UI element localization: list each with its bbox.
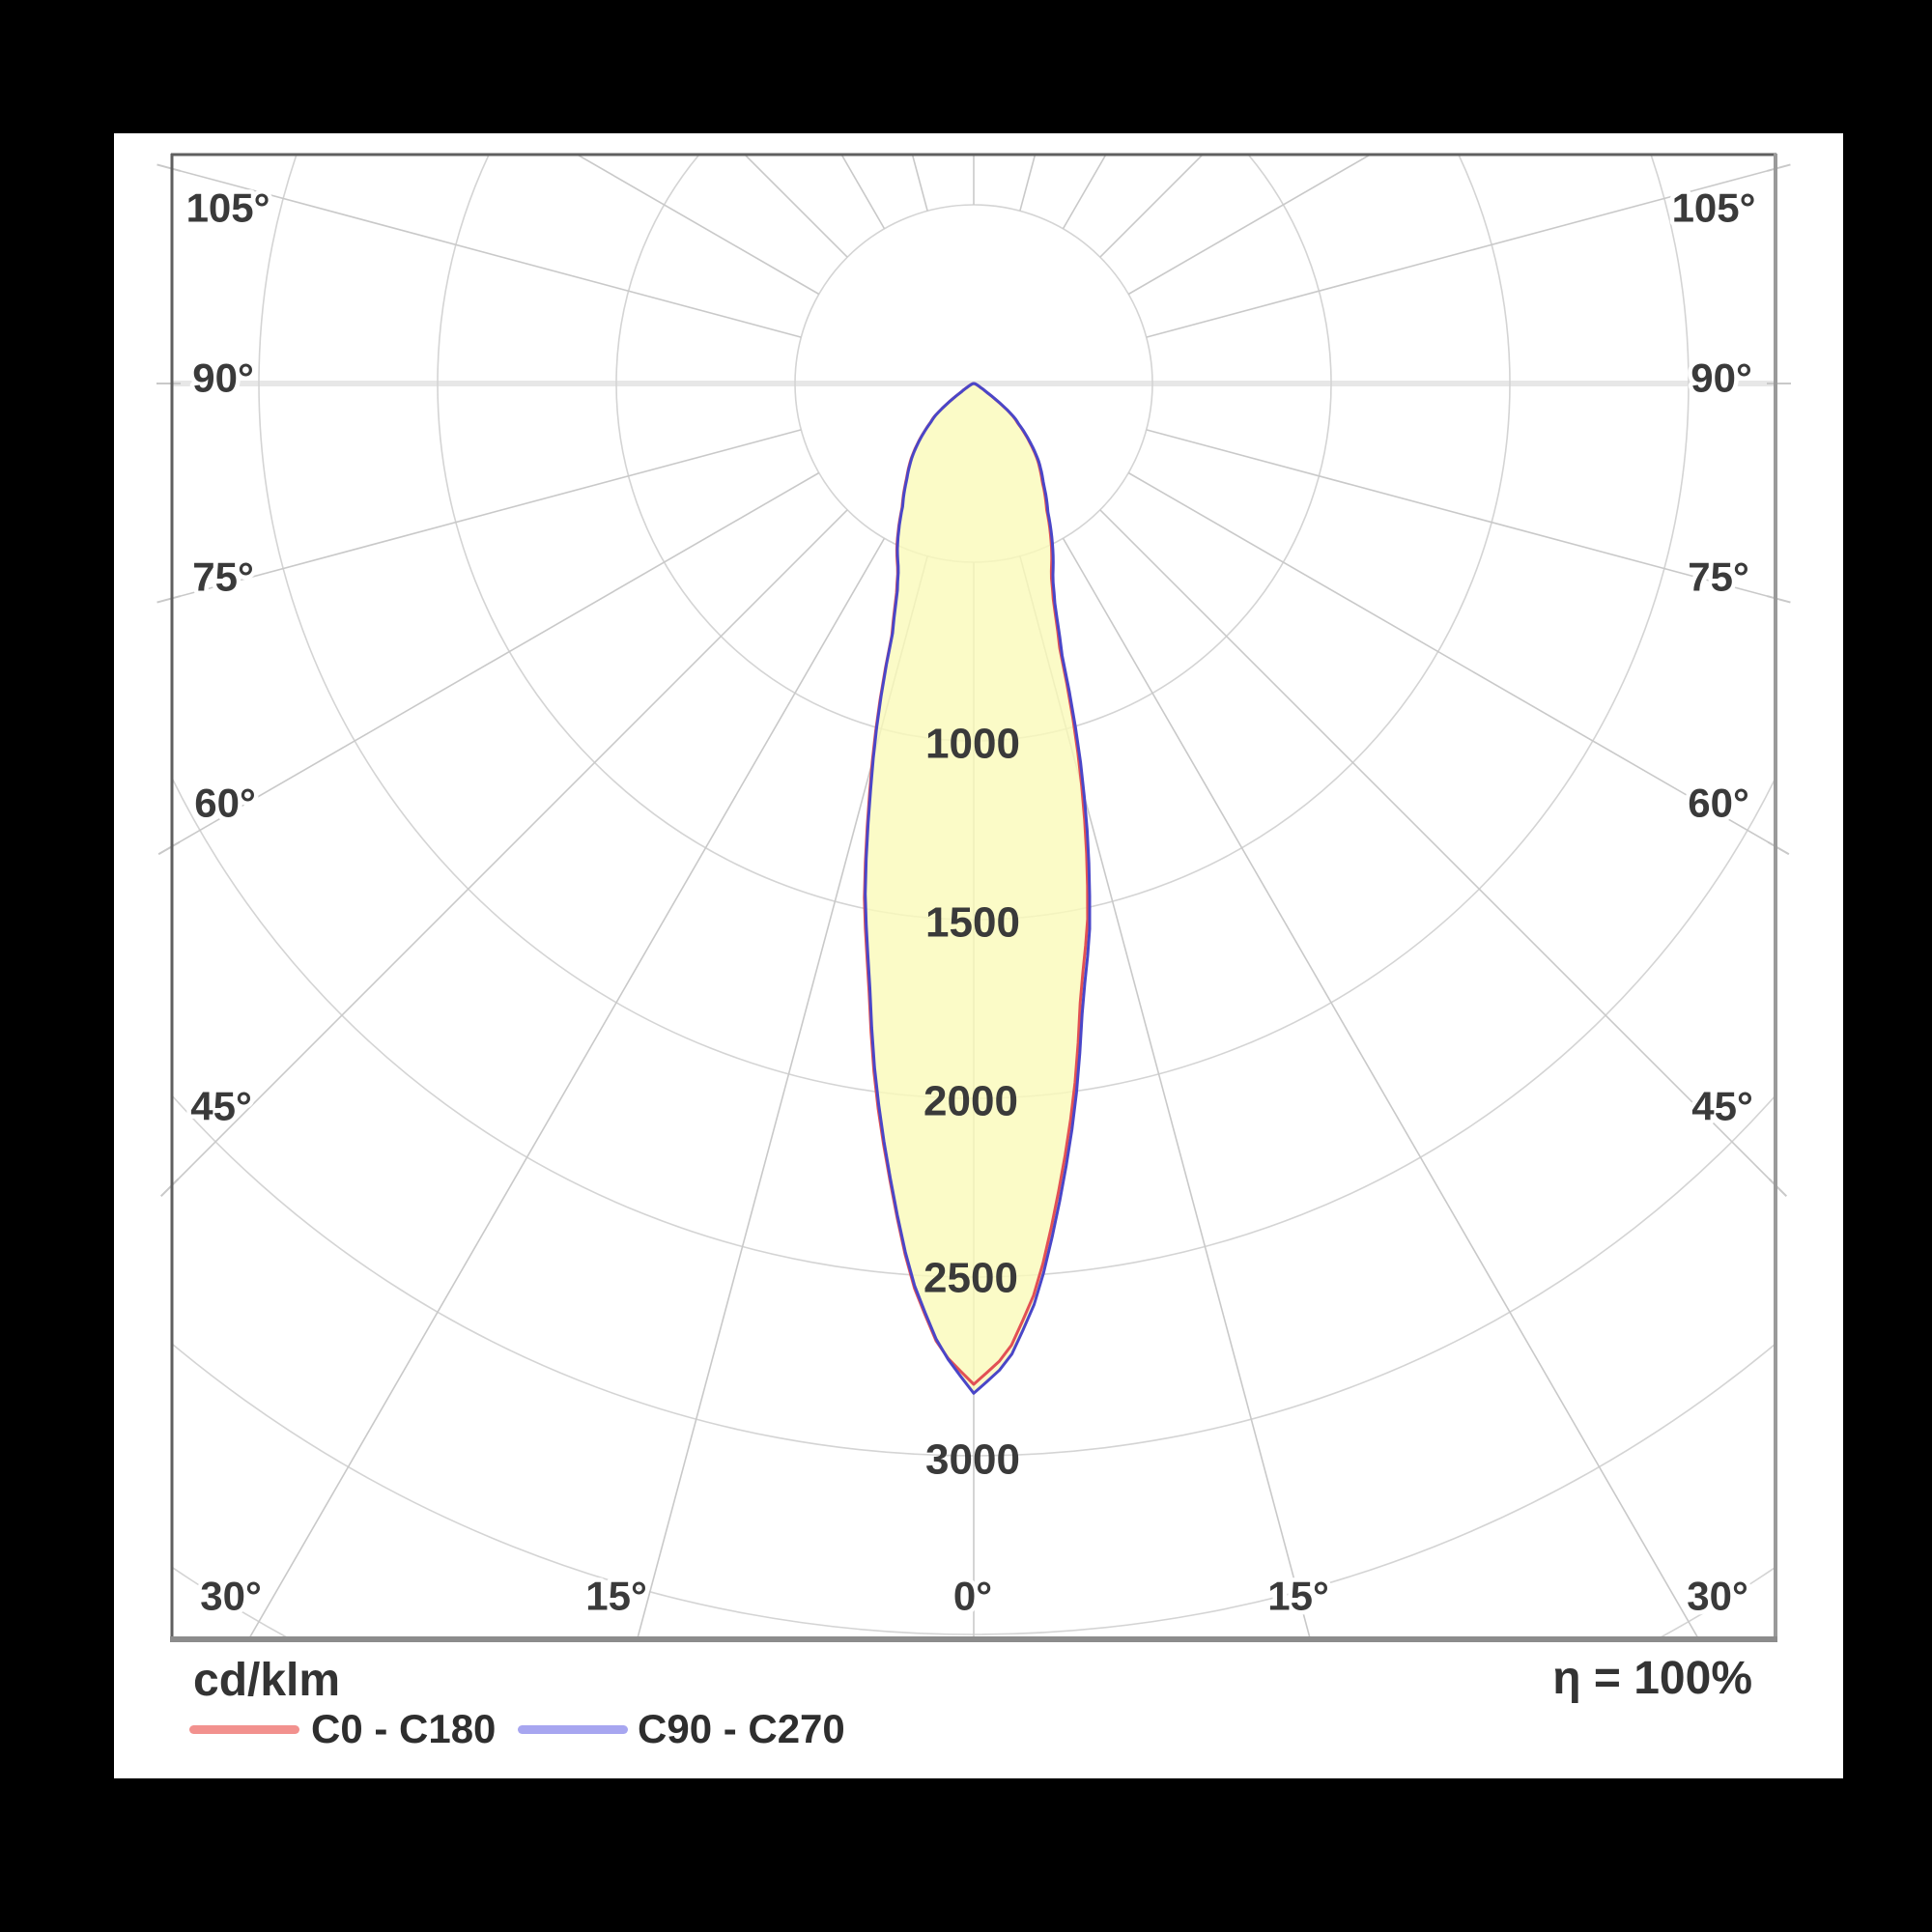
grid-radial--120 — [577, 155, 820, 296]
legend-label-c90-c270: C90 - C270 — [638, 1706, 845, 1751]
angle-tick-45 — [1768, 1178, 1788, 1198]
legend-label-c0-c180: C0 - C180 — [311, 1706, 497, 1751]
plot-area — [172, 155, 1776, 1639]
angle-tick--75 — [156, 595, 181, 604]
grid-radial--30 — [247, 537, 886, 1639]
angle-label-7: 75° — [1688, 554, 1749, 600]
angle-tick--60 — [157, 840, 181, 856]
grid-radial--135 — [744, 155, 848, 258]
grid-radial--60 — [172, 471, 820, 847]
beam-curve-c90-c270 — [864, 382, 1092, 1395]
angle-label-14: 30° — [1687, 1574, 1748, 1619]
grid-radial--150 — [840, 155, 886, 230]
angle-tick-60 — [1767, 840, 1790, 856]
grid-radial--105 — [172, 167, 802, 338]
ring-label-2500: 2500 — [923, 1255, 1018, 1302]
grid-radial-30 — [1062, 537, 1700, 1639]
angle-label-2: 75° — [192, 554, 254, 600]
angle-tick--45 — [159, 1178, 180, 1198]
grid-radial-45 — [1099, 509, 1776, 1186]
angle-label-8: 60° — [1688, 781, 1749, 826]
angle-label-10: 30° — [200, 1574, 262, 1619]
grid-radial-75 — [1146, 429, 1776, 600]
legend-swatch-c0-c180 — [189, 1725, 299, 1734]
unit-label: cd/klm — [193, 1655, 341, 1706]
grid-radial-135 — [1099, 155, 1204, 258]
grid-radial-150 — [1062, 155, 1107, 230]
angle-label-13: 15° — [1267, 1574, 1329, 1619]
grid-radial-165 — [1019, 155, 1037, 212]
beam-fill — [864, 384, 1090, 1394]
grid-radial-105 — [1146, 167, 1776, 338]
grid-radial--45 — [172, 509, 848, 1186]
angle-label-9: 45° — [1691, 1084, 1753, 1129]
angle-label-0: 105° — [186, 185, 270, 231]
angle-tick-75 — [1767, 595, 1791, 604]
angle-label-12: 0° — [953, 1574, 992, 1619]
ring-label-3000: 3000 — [925, 1436, 1020, 1484]
efficiency-label: η = 100% — [1552, 1653, 1752, 1704]
angle-label-5: 105° — [1672, 185, 1756, 231]
ring-label-2000: 2000 — [923, 1078, 1018, 1125]
angle-tick--105 — [156, 163, 181, 172]
angle-tick-105 — [1767, 163, 1791, 172]
ring-label-1500: 1500 — [925, 899, 1020, 947]
ring-label-1000: 1000 — [925, 721, 1020, 768]
angle-label-6: 90° — [1690, 355, 1752, 401]
angle-label-3: 60° — [194, 781, 256, 826]
grid-radial--165 — [911, 155, 928, 212]
legend-swatch-c90-c270 — [518, 1725, 628, 1734]
angle-label-4: 45° — [190, 1084, 252, 1129]
angle-label-11: 15° — [585, 1574, 647, 1619]
grid-radial--75 — [172, 429, 802, 600]
angle-label-1: 90° — [192, 355, 254, 401]
grid-radial-60 — [1127, 471, 1776, 847]
grid-radial-120 — [1127, 155, 1371, 296]
